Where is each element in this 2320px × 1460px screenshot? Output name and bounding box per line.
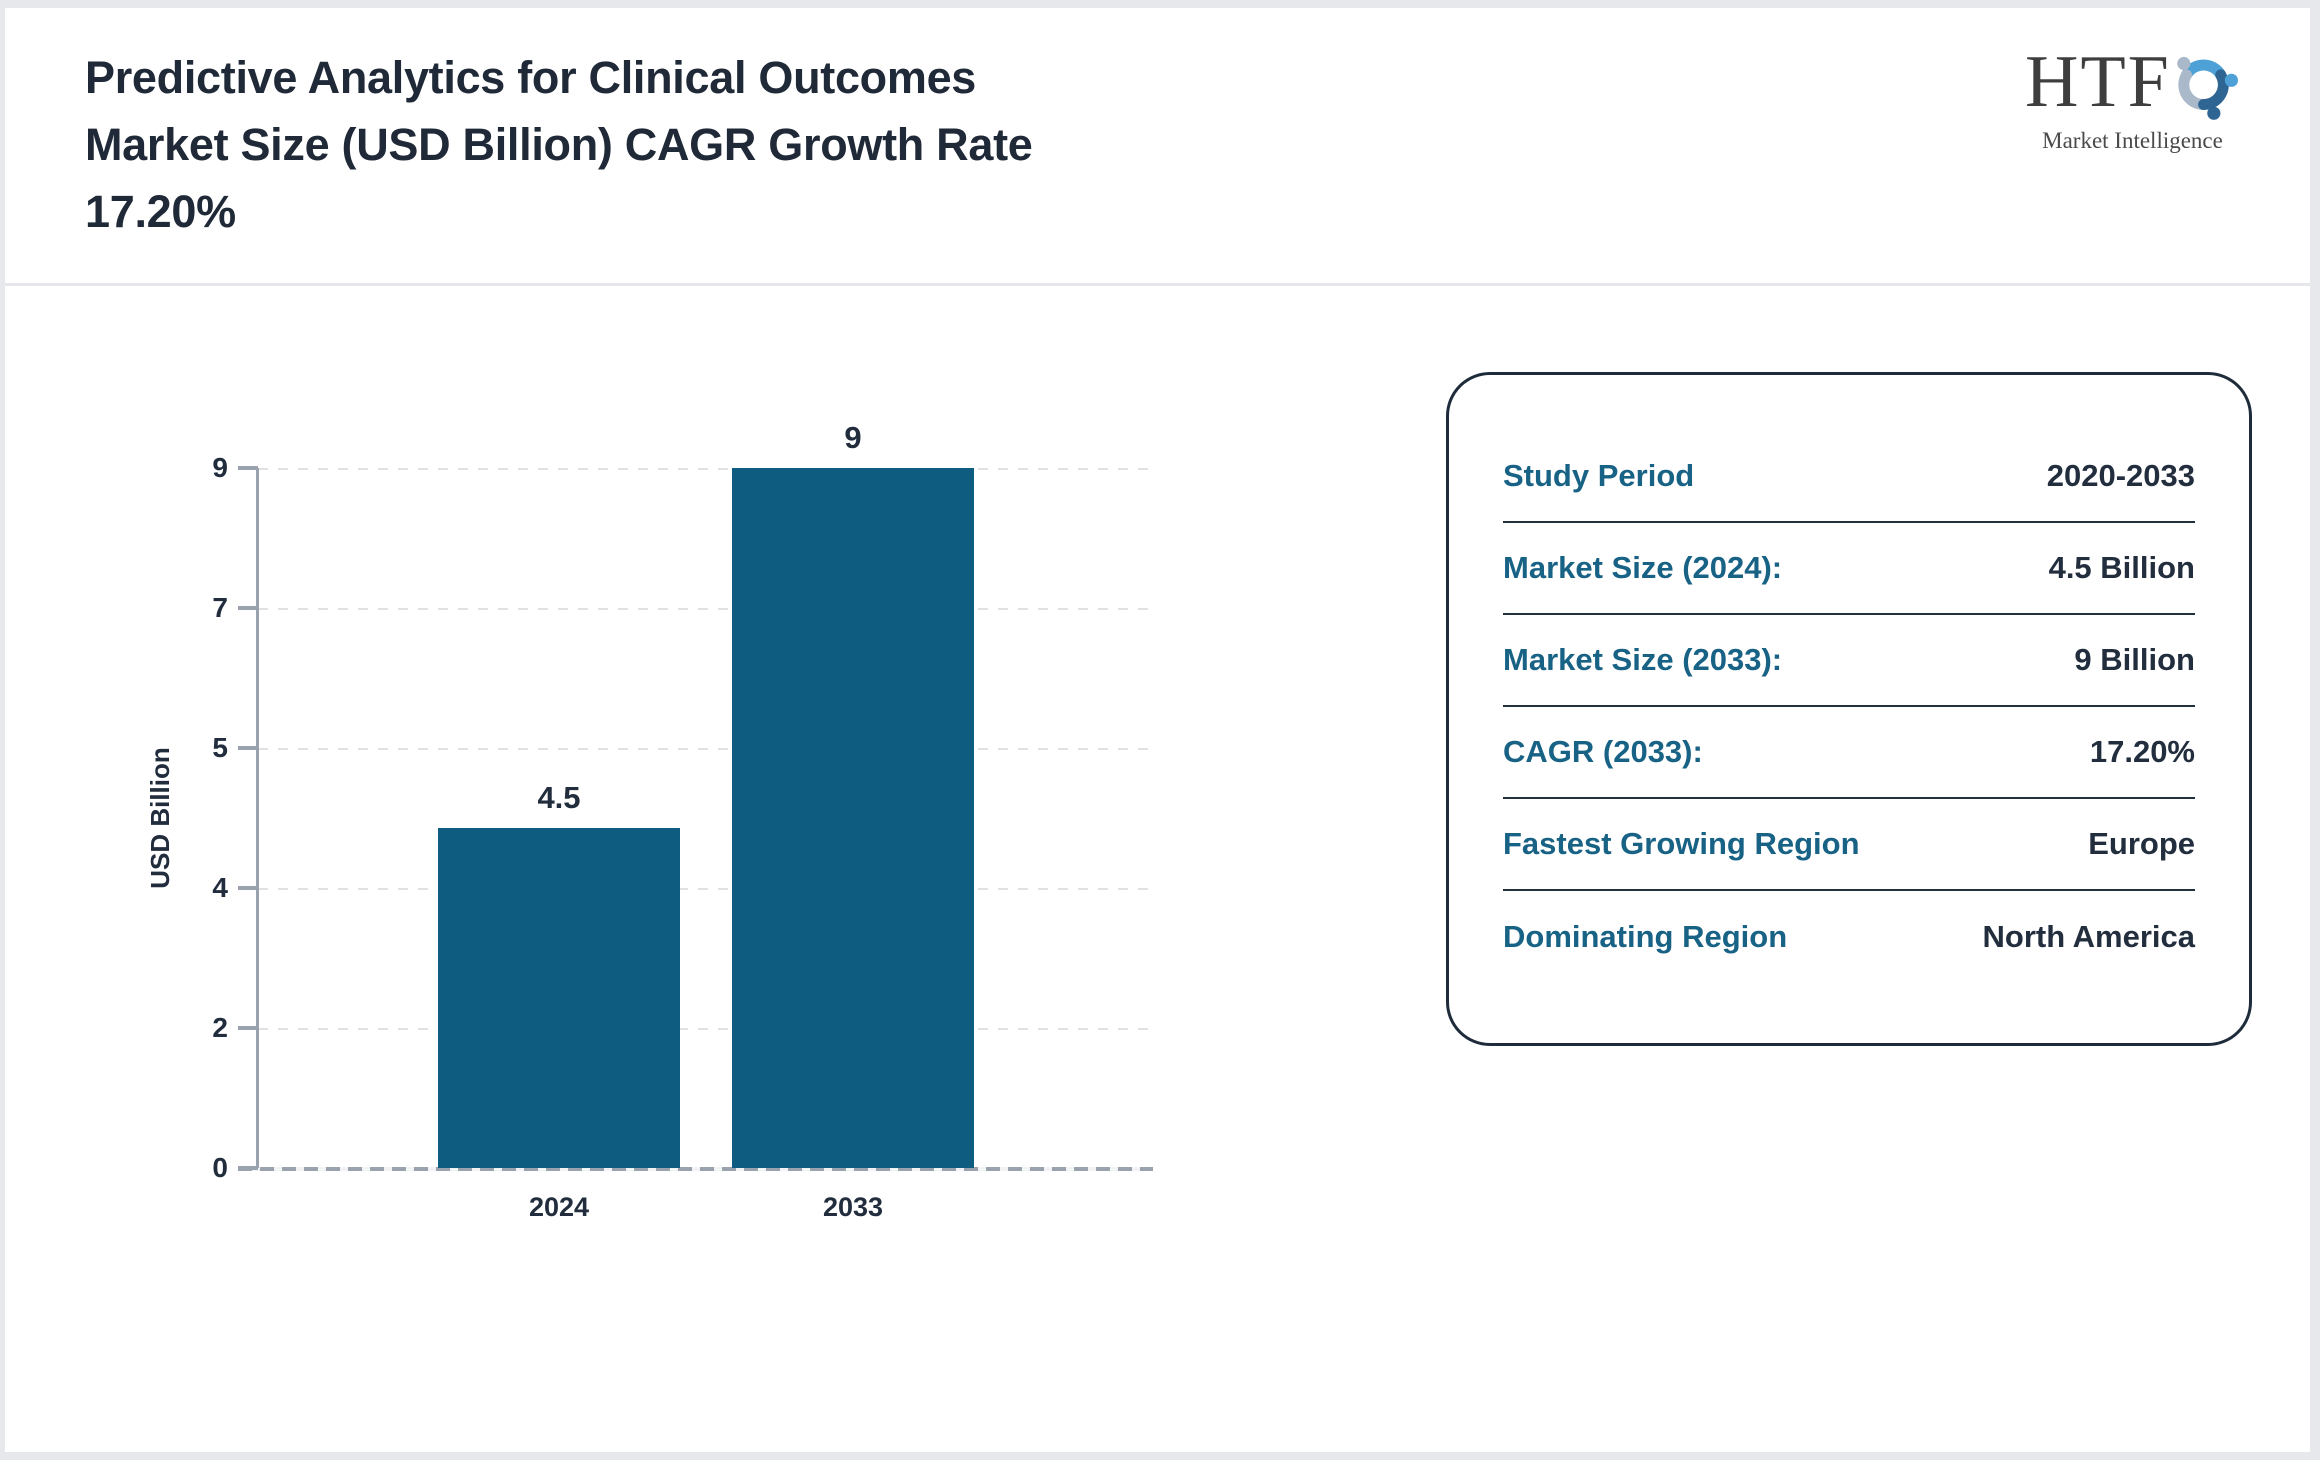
- htf-logo-monogram: HTF: [2025, 41, 2171, 123]
- summary-row-study-period: Study Period 2020-2033: [1503, 431, 2195, 523]
- bar-value-label: 9: [844, 420, 862, 455]
- y-tick-mark: [238, 886, 258, 890]
- summary-label: Market Size (2033):: [1503, 642, 1783, 677]
- summary-row-market-size-2024: Market Size (2024): 4.5 Billion: [1503, 523, 2195, 615]
- htf-logo: HTF Market Intelligence: [2025, 32, 2240, 154]
- y-tick-label: 9: [212, 452, 228, 483]
- bar-2024: [438, 828, 680, 1168]
- page-title-line-1: Predictive Analytics for Clinical Outcom…: [85, 52, 977, 103]
- gridline: [258, 748, 1148, 750]
- y-axis-line: [256, 468, 259, 1168]
- x-axis-baseline: [238, 1167, 1153, 1171]
- y-tick-mark: [238, 606, 258, 610]
- summary-label: Study Period: [1503, 458, 1695, 493]
- page-title-line-2: Market Size (USD Billion) CAGR Growth Ra…: [85, 119, 1033, 170]
- summary-value: 9 Billion: [2074, 642, 2195, 677]
- y-tick-label: 2: [212, 1012, 228, 1043]
- y-tick-mark: [238, 466, 258, 470]
- y-tick-label: 4: [212, 872, 228, 903]
- summary-panel: Study Period 2020-2033 Market Size (2024…: [1446, 372, 2252, 1046]
- summary-row-market-size-2033: Market Size (2033): 9 Billion: [1503, 615, 2195, 707]
- htf-logo-subtitle: Market Intelligence: [2042, 128, 2223, 153]
- summary-row-dominating-region: Dominating Region North America: [1503, 891, 2195, 983]
- summary-value: 2020-2033: [2046, 458, 2195, 493]
- bar-value-label: 4.5: [537, 780, 581, 815]
- summary-row-fastest-growing-region: Fastest Growing Region Europe: [1503, 799, 2195, 891]
- gridline: [258, 608, 1148, 610]
- gridline: [258, 1028, 1148, 1030]
- y-tick-label: 5: [212, 732, 228, 763]
- summary-value: 4.5 Billion: [2048, 550, 2195, 585]
- gridline: [258, 888, 1148, 890]
- htf-swirl-icon: [2177, 56, 2238, 120]
- summary-label: Fastest Growing Region: [1503, 826, 1860, 861]
- htf-logo-row: HTF: [2025, 32, 2240, 136]
- y-tick-mark: [238, 1026, 258, 1030]
- y-axis-title: USD Billion: [145, 747, 175, 889]
- summary-value: 17.20%: [2089, 734, 2195, 769]
- bar-2033: [732, 468, 974, 1168]
- y-tick-label: 0: [212, 1152, 228, 1183]
- header-divider: [5, 283, 2310, 286]
- summary-label: Dominating Region: [1503, 919, 1788, 954]
- summary-value: North America: [1982, 919, 2195, 954]
- y-tick-mark: [238, 1166, 258, 1170]
- y-tick-label: 7: [212, 592, 228, 623]
- gridline: [258, 468, 1148, 470]
- summary-value: Europe: [2088, 826, 2195, 861]
- page-title-line-3: 17.20%: [85, 186, 236, 237]
- summary-row-cagr: CAGR (2033): 17.20%: [1503, 707, 2195, 799]
- page-title: Predictive Analytics for Clinical Outcom…: [85, 44, 1385, 245]
- x-tick-label: 2024: [528, 1192, 590, 1222]
- y-tick-mark: [238, 746, 258, 750]
- report-card: Predictive Analytics for Clinical Outcom…: [5, 8, 2310, 1452]
- summary-label: CAGR (2033):: [1503, 734, 1703, 769]
- summary-label: Market Size (2024):: [1503, 550, 1783, 585]
- x-tick-label: 2033: [822, 1192, 884, 1222]
